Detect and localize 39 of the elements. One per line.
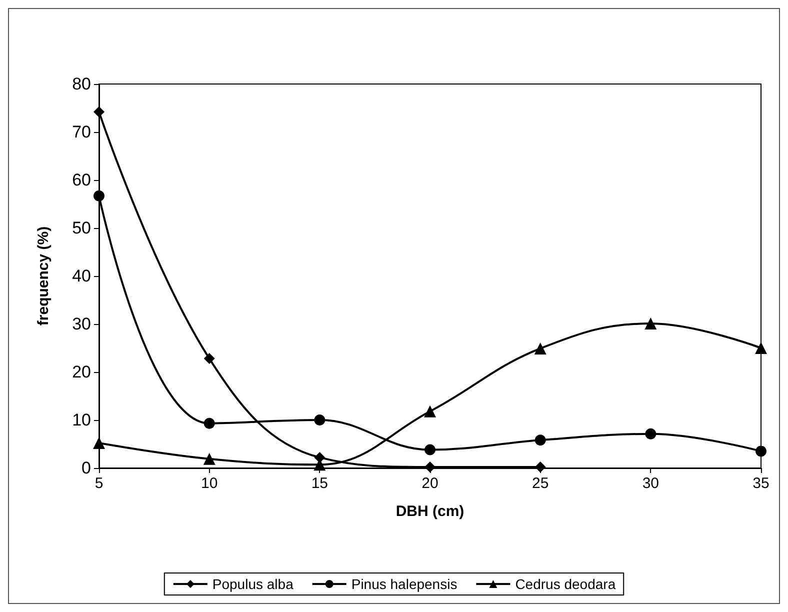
point — [204, 418, 215, 429]
x-tick-label: 20 — [422, 475, 438, 492]
y-tick-label: 0 — [82, 458, 91, 478]
x-tick-label: 25 — [532, 475, 549, 492]
point — [314, 452, 326, 463]
point — [424, 405, 436, 418]
legend-label: Cedrus deodara — [515, 576, 616, 592]
y-tick-label: 50 — [72, 218, 91, 238]
x-axis-title: DBH (cm) — [396, 503, 464, 520]
point — [424, 444, 436, 456]
y-tick-label: 70 — [72, 122, 91, 142]
point — [645, 428, 656, 440]
y-tick-label: 30 — [72, 314, 91, 334]
point — [534, 434, 546, 446]
y-tick-label: 80 — [72, 74, 91, 94]
x-tick-label: 10 — [200, 475, 218, 492]
point — [534, 462, 546, 473]
point — [204, 353, 215, 364]
point — [424, 462, 436, 473]
y-tick-label: 10 — [72, 410, 91, 430]
x-tick-label: 30 — [642, 475, 660, 492]
y-tick-label: 40 — [72, 266, 91, 286]
point — [93, 437, 105, 450]
y-tick-label: 20 — [72, 362, 91, 382]
x-tick-label: 5 — [94, 475, 104, 492]
point — [94, 190, 104, 202]
y-tick-label: 60 — [72, 170, 91, 190]
point — [644, 318, 657, 330]
legend-label: Populus alba — [212, 576, 294, 592]
point — [203, 452, 216, 465]
legend-label: Pinus halepensis — [351, 576, 458, 592]
point — [94, 106, 104, 118]
x-tick-label: 35 — [752, 475, 770, 492]
point — [314, 414, 326, 426]
y-axis-title: frequency (%) — [35, 226, 52, 326]
point — [755, 342, 767, 354]
x-tick-label: 15 — [311, 475, 328, 492]
point — [534, 342, 546, 354]
point — [756, 446, 766, 457]
